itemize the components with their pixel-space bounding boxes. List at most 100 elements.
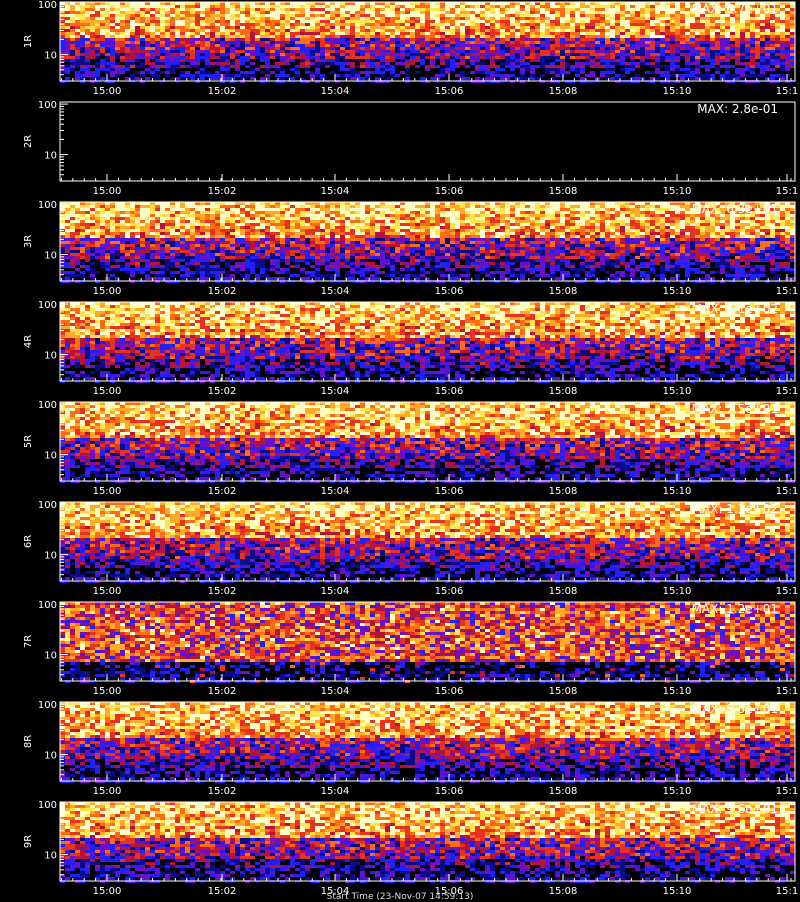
heatmap-cell: [80, 14, 85, 17]
heatmap-cell: [455, 65, 460, 68]
heatmap-cell: [610, 47, 615, 50]
heatmap-cell: [380, 71, 385, 74]
heatmap-cell: [395, 214, 400, 217]
heatmap-cell: [160, 38, 165, 41]
heatmap-cell: [620, 5, 625, 8]
heatmap-cell: [405, 8, 410, 11]
heatmap-cell: [770, 38, 775, 41]
heatmap-cell: [225, 59, 230, 62]
heatmap-cell: [415, 71, 420, 74]
heatmap-cell: [320, 26, 325, 29]
heatmap-cell: [110, 211, 115, 214]
heatmap-cell: [620, 44, 625, 47]
heatmap-cell: [305, 47, 310, 50]
heatmap-cell: [125, 220, 130, 223]
heatmap-cell: [250, 44, 255, 47]
heatmap-cell: [510, 205, 515, 208]
heatmap-cell: [640, 211, 645, 214]
heatmap-cell: [155, 23, 160, 26]
heatmap-cell: [200, 32, 205, 35]
heatmap-cell: [105, 14, 110, 17]
heatmap-cell: [505, 65, 510, 68]
heatmap-cell: [380, 50, 385, 53]
heatmap-cell: [240, 211, 245, 214]
heatmap-cell: [740, 26, 745, 29]
heatmap-cell: [750, 223, 755, 226]
heatmap-cell: [205, 74, 210, 77]
heatmap-cell: [375, 35, 380, 38]
heatmap-cell: [85, 32, 90, 35]
heatmap-cell: [660, 217, 665, 220]
heatmap-cell: [715, 23, 720, 26]
heatmap-cell: [160, 65, 165, 68]
heatmap-cell: [610, 20, 615, 23]
heatmap-cell: [535, 77, 540, 80]
heatmap-cell: [685, 20, 690, 23]
heatmap-cell: [195, 65, 200, 68]
heatmap-cell: [70, 14, 75, 17]
heatmap-cell: [245, 50, 250, 53]
heatmap-cell: [80, 205, 85, 208]
heatmap-cell: [330, 205, 335, 208]
heatmap-cell: [190, 8, 195, 11]
heatmap-cell: [545, 56, 550, 59]
heatmap-cell: [135, 53, 140, 56]
heatmap-cell: [205, 65, 210, 68]
heatmap-cell: [480, 29, 485, 32]
heatmap-cell: [110, 23, 115, 26]
heatmap-cell: [570, 50, 575, 53]
heatmap-cell: [505, 38, 510, 41]
heatmap-cell: [500, 41, 505, 44]
heatmap-cell: [265, 62, 270, 65]
heatmap-cell: [775, 47, 780, 50]
heatmap-cell: [130, 220, 135, 223]
heatmap-cell: [595, 208, 600, 211]
heatmap-cell: [410, 38, 415, 41]
heatmap-cell: [725, 29, 730, 32]
heatmap-cell: [215, 32, 220, 35]
heatmap-cell: [305, 44, 310, 47]
heatmap-cell: [440, 211, 445, 214]
heatmap-cell: [345, 68, 350, 71]
heatmap-cell: [315, 223, 320, 226]
heatmap-cell: [675, 44, 680, 47]
heatmap-cell: [295, 35, 300, 38]
heatmap-cell: [95, 38, 100, 41]
heatmap-cell: [320, 74, 325, 77]
heatmap-cell: [480, 14, 485, 17]
heatmap-cell: [375, 14, 380, 17]
heatmap-cell: [585, 217, 590, 220]
heatmap-cell: [140, 35, 145, 38]
heatmap-cell: [135, 214, 140, 217]
heatmap-cell: [635, 29, 640, 32]
heatmap-cell: [590, 17, 595, 20]
heatmap-cell: [610, 59, 615, 62]
heatmap-cell: [445, 223, 450, 226]
heatmap-cell: [125, 211, 130, 214]
heatmap-cell: [640, 50, 645, 53]
heatmap-cell: [510, 217, 515, 220]
heatmap-cell: [600, 53, 605, 56]
heatmap-cell: [245, 205, 250, 208]
heatmap-cell: [140, 226, 145, 229]
heatmap-cell: [230, 11, 235, 14]
heatmap-cell: [75, 8, 80, 11]
heatmap-cell: [415, 50, 420, 53]
heatmap-cell: [345, 214, 350, 217]
heatmap-cell: [230, 38, 235, 41]
heatmap-cell: [195, 32, 200, 35]
heatmap-cell: [450, 17, 455, 20]
heatmap-cell: [350, 38, 355, 41]
heatmap-cell: [525, 50, 530, 53]
heatmap-cell: [280, 47, 285, 50]
heatmap-cell: [220, 220, 225, 223]
heatmap-cell: [475, 11, 480, 14]
heatmap-cell: [710, 35, 715, 38]
heatmap-cell: [485, 47, 490, 50]
heatmap-cell: [520, 77, 525, 80]
heatmap-cell: [280, 41, 285, 44]
heatmap-cell: [235, 50, 240, 53]
heatmap-cell: [710, 53, 715, 56]
heatmap-cell: [175, 11, 180, 14]
heatmap-cell: [780, 211, 785, 214]
